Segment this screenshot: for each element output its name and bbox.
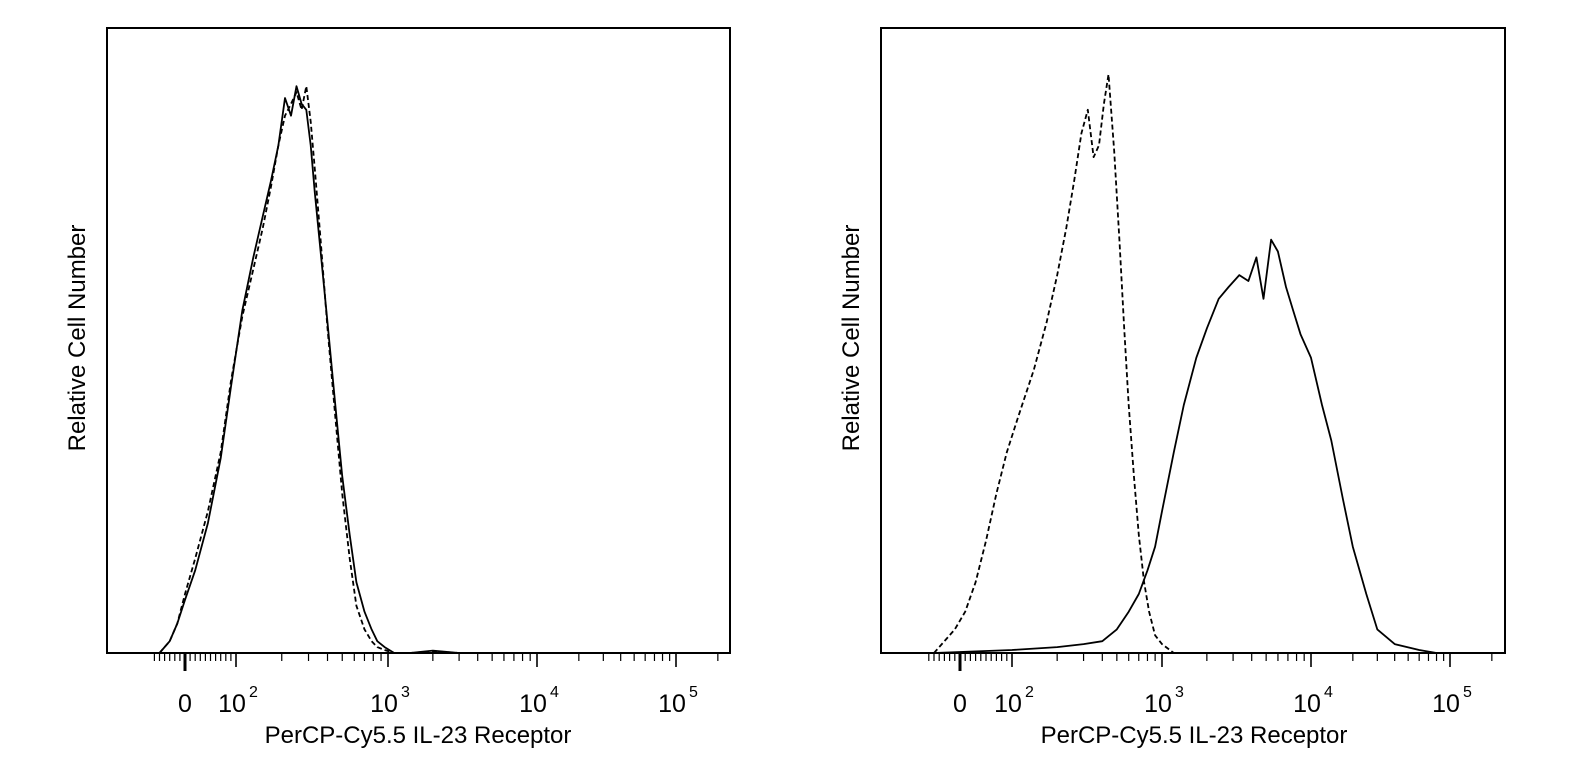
x-tick-label-exponent: 2: [1025, 684, 1034, 701]
x-axis-label: PerCP-Cy5.5 IL-23 Receptor: [265, 722, 572, 749]
histogram-panel-right: 0 10 2 10 3 10 4 10 5 PerCP-Cy5.5 IL-23 Receptor…: [774, 0, 1564, 779]
x-tick-label-base: 10: [994, 690, 1022, 718]
series-curves: [158, 85, 460, 654]
x-tick-label-base: 10: [370, 690, 398, 718]
x-tick-label: 0: [953, 690, 967, 718]
series-curves: [933, 73, 1437, 654]
x-tick-label-base: 10: [1432, 690, 1460, 718]
x-tick-label: 10 4: [1293, 684, 1333, 718]
histogram-svg-right: 0 10 2 10 3 10 4 10 5 PerCP-Cy5.5 IL-23 Receptor…: [838, 27, 1506, 749]
x-tick-label-base: 10: [1144, 690, 1172, 718]
x-tick-label-base: 10: [519, 690, 547, 718]
x-axis-tick-labels: 0 10 2 10 3 10 4 10 5: [178, 684, 698, 718]
x-tick-label-exponent: 5: [689, 684, 698, 701]
x-tick-label: 10 2: [218, 684, 258, 718]
y-axis-label: Relative Cell Number: [838, 225, 865, 452]
plot-frame: [880, 27, 1506, 654]
x-tick-label-base: 0: [953, 690, 967, 718]
x-tick-label: 10 5: [1432, 684, 1472, 718]
x-tick-label-exponent: 2: [249, 684, 258, 701]
x-axis-ticks: [153, 653, 719, 671]
plot-frame: [106, 27, 731, 654]
x-tick-label: 10 4: [519, 684, 559, 718]
histogram-panel-left: 0 10 2 10 3 10 4 10 5 PerCP-Cy5.5 IL-23 Receptor…: [64, 27, 731, 749]
x-tick-label-exponent: 5: [1463, 684, 1472, 701]
x-tick-label-exponent: 3: [1175, 684, 1184, 701]
x-tick-label: 10 2: [994, 684, 1034, 718]
y-axis-label: Relative Cell Number: [64, 225, 91, 452]
x-axis-tick-labels: 0 10 2 10 3 10 4 10 5: [953, 684, 1472, 718]
series-curve-dashed: [933, 73, 1420, 654]
histogram-svg-left: 0 10 2 10 3 10 4 10 5 PerCP-Cy5.5 IL-23 Receptor…: [64, 27, 731, 749]
x-axis-ticks: [928, 653, 1493, 671]
x-tick-label-exponent: 4: [550, 684, 559, 701]
series-curve-dashed: [158, 85, 460, 654]
x-tick-label: 10 3: [370, 684, 410, 718]
x-tick-label-base: 10: [218, 690, 246, 718]
x-tick-label: 10 5: [658, 684, 698, 718]
x-tick-label-base: 10: [1293, 690, 1321, 718]
x-axis-label: PerCP-Cy5.5 IL-23 Receptor: [1041, 722, 1348, 749]
x-tick-label-base: 0: [178, 690, 192, 718]
x-tick-label: 10 3: [1144, 684, 1184, 718]
x-tick-label-exponent: 4: [1324, 684, 1333, 701]
x-tick-label-base: 10: [658, 690, 686, 718]
x-tick-label: 0: [178, 690, 192, 718]
series-curve-solid: [158, 85, 460, 654]
series-curve-solid: [933, 238, 1437, 654]
x-tick-label-exponent: 3: [401, 684, 410, 701]
